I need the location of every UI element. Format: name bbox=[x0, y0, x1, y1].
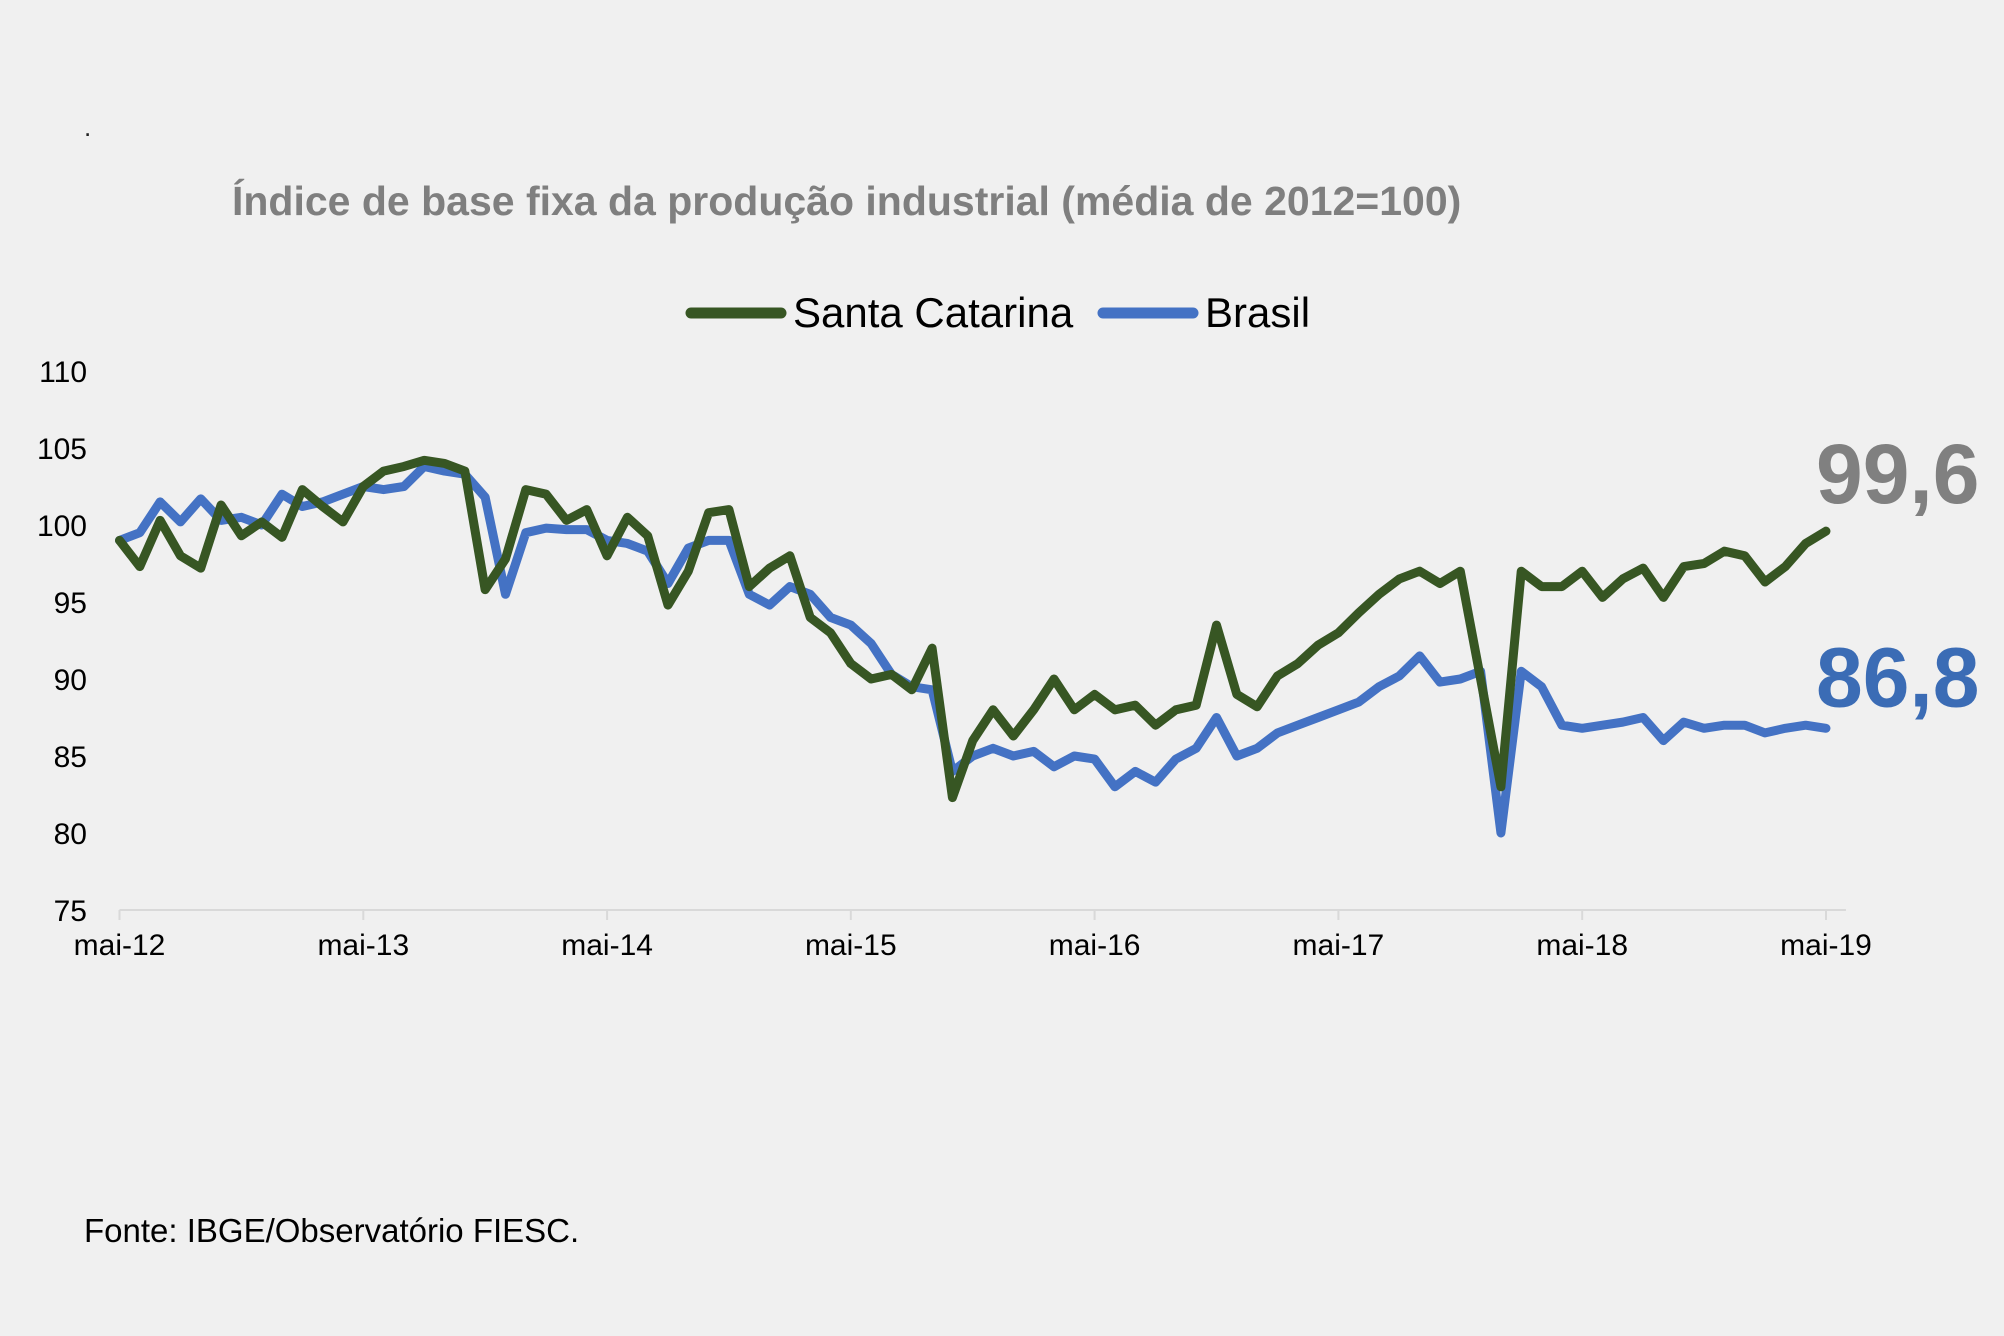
svg-text:86,8: 86,8 bbox=[1816, 630, 1980, 724]
svg-text:mai-17: mai-17 bbox=[1293, 929, 1385, 962]
svg-text:100: 100 bbox=[37, 510, 87, 543]
svg-text:90: 90 bbox=[54, 664, 87, 697]
svg-text:mai-12: mai-12 bbox=[74, 929, 166, 962]
svg-text:mai-16: mai-16 bbox=[1049, 929, 1141, 962]
svg-text:mai-13: mai-13 bbox=[317, 929, 409, 962]
svg-text:mai-14: mai-14 bbox=[561, 929, 653, 962]
svg-text:mai-15: mai-15 bbox=[805, 929, 897, 962]
svg-text:99,6: 99,6 bbox=[1816, 427, 1980, 521]
svg-text:85: 85 bbox=[54, 741, 87, 774]
svg-text:80: 80 bbox=[54, 818, 87, 851]
svg-text:mai-18: mai-18 bbox=[1536, 929, 1628, 962]
svg-text:mai-19: mai-19 bbox=[1780, 929, 1872, 962]
svg-text:105: 105 bbox=[37, 433, 87, 466]
svg-text:75: 75 bbox=[54, 895, 87, 928]
svg-text:110: 110 bbox=[39, 356, 87, 389]
svg-text:95: 95 bbox=[54, 587, 87, 620]
